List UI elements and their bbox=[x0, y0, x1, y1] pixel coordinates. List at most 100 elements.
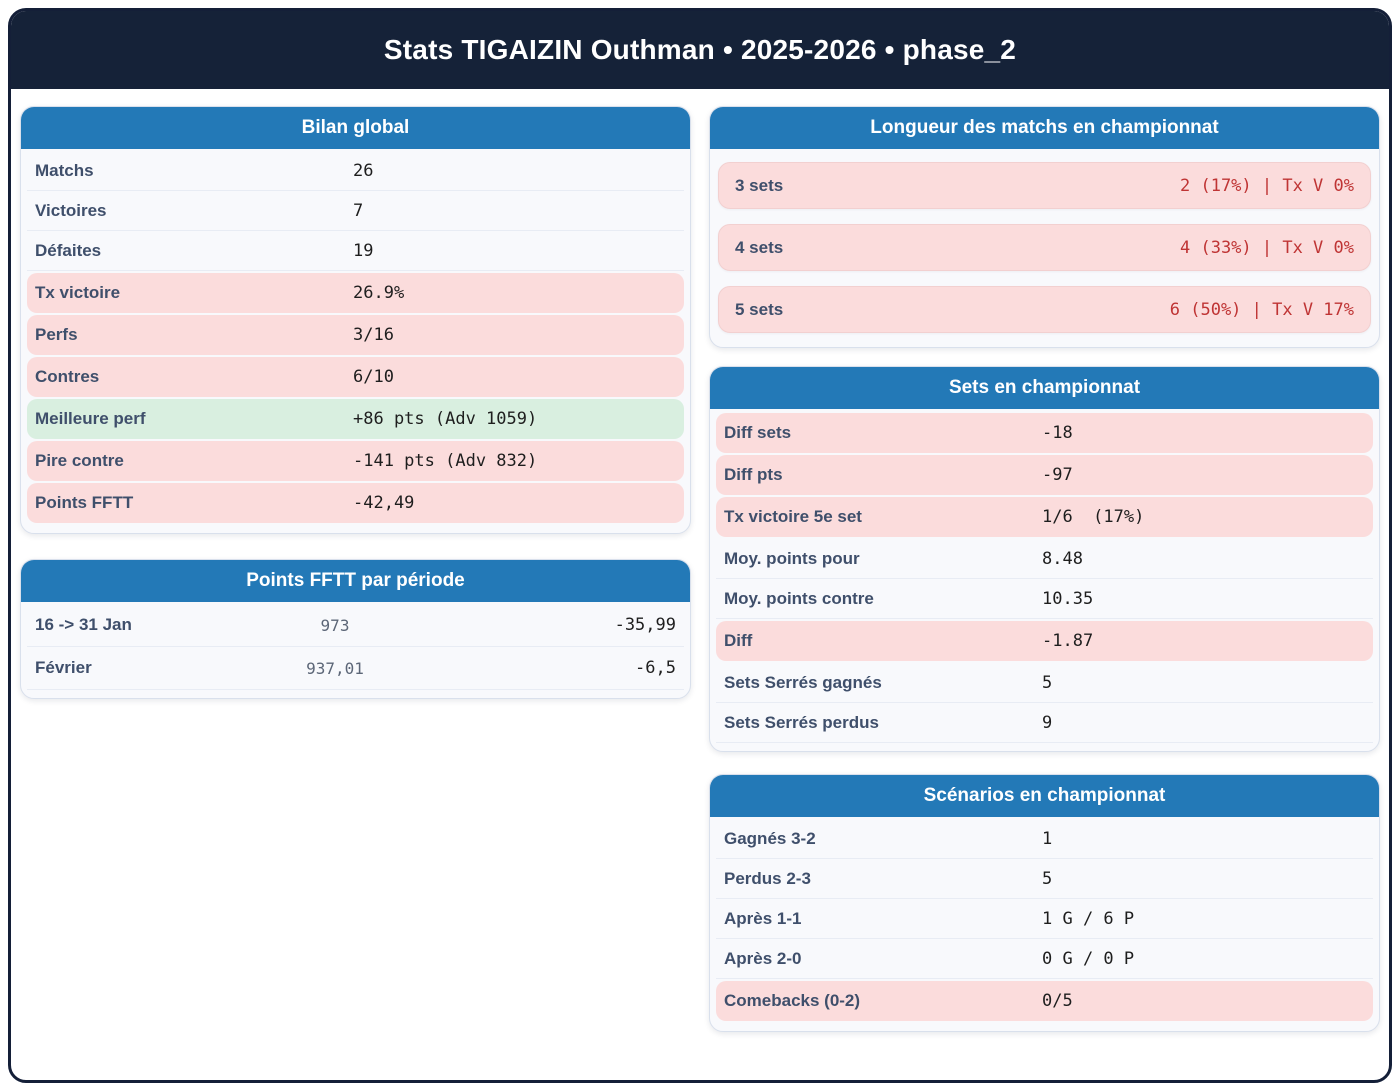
app-header: Stats TIGAIZIN Outhman • 2025-2026 • pha… bbox=[11, 11, 1389, 89]
stat-label: Perfs bbox=[35, 325, 78, 344]
pill-value: 6 (50%) | Tx V 17% bbox=[1169, 299, 1354, 320]
stat-value: 1/6 (17%) bbox=[1042, 507, 1145, 527]
stat-label: Après 2-0 bbox=[724, 948, 802, 968]
stat-label: Meilleure perf bbox=[35, 409, 146, 428]
stat-row-diff: Diff -1.87 bbox=[716, 621, 1373, 661]
stat-value: +86 pts (Adv 1059) bbox=[353, 409, 538, 429]
stat-row-sets-serres-perdus: Sets Serrés perdus 9 bbox=[716, 703, 1373, 743]
page-frame: Stats TIGAIZIN Outhman • 2025-2026 • pha… bbox=[8, 8, 1392, 1083]
period-points: 973 bbox=[320, 615, 350, 635]
content-grid: Bilan global Matchs 26 Victoires 7 Défai… bbox=[11, 89, 1389, 1032]
stat-value: 0 G / 0 P bbox=[1042, 948, 1135, 969]
stat-label: Tx victoire bbox=[35, 283, 121, 302]
stat-value: 26 bbox=[353, 160, 374, 181]
pill-value: 2 (17%) | Tx V 0% bbox=[1180, 175, 1354, 196]
card-body-periodes: 16 -> 31 Jan 973 -35,99 Février 937,01 -… bbox=[21, 602, 690, 698]
pill-row-5-sets: 5 sets 6 (50%) | Tx V 17% bbox=[718, 286, 1371, 333]
stat-row-victoires: Victoires 7 bbox=[27, 191, 684, 231]
right-column: Longueur des matchs en championnat 3 set… bbox=[709, 106, 1380, 1032]
stat-value: -141 pts (Adv 832) bbox=[353, 451, 538, 471]
stat-label: Moy. points contre bbox=[724, 588, 874, 608]
period-label: Février bbox=[35, 658, 92, 677]
stat-row-meilleure-perf: Meilleure perf +86 pts (Adv 1059) bbox=[27, 399, 684, 439]
stat-value: 10.35 bbox=[1042, 588, 1094, 609]
stat-value: 9 bbox=[1042, 712, 1053, 733]
stat-label: Matchs bbox=[35, 160, 94, 180]
stat-value: 7 bbox=[353, 200, 364, 221]
stat-value: 5 bbox=[1042, 672, 1053, 693]
stat-value: -97 bbox=[1042, 465, 1073, 485]
stat-row-tx-victoire: Tx victoire 26.9% bbox=[27, 273, 684, 313]
card-body-scenarios: Gagnés 3-2 1 Perdus 2-3 5 Après 1-1 1 G … bbox=[710, 817, 1379, 1031]
stat-value: 1 G / 6 P bbox=[1042, 908, 1135, 929]
stat-value: -1.87 bbox=[1042, 631, 1094, 651]
stat-value: -18 bbox=[1042, 423, 1073, 443]
stat-label: Diff sets bbox=[724, 423, 792, 442]
stat-label: Victoires bbox=[35, 200, 107, 220]
stat-value: -42,49 bbox=[353, 493, 415, 513]
stat-row-diff-pts: Diff pts -97 bbox=[716, 455, 1373, 495]
stat-row-diff-sets: Diff sets -18 bbox=[716, 413, 1373, 453]
stat-value: 19 bbox=[353, 240, 374, 261]
period-delta: -6,5 bbox=[635, 658, 676, 678]
stat-label: Après 1-1 bbox=[724, 908, 802, 928]
stat-row-points-fftt: Points FFTT -42,49 bbox=[27, 483, 684, 523]
stat-label: Perdus 2-3 bbox=[724, 868, 811, 888]
stat-row-apres-1-1: Après 1-1 1 G / 6 P bbox=[716, 899, 1373, 939]
stat-value: 6/10 bbox=[353, 367, 394, 387]
stat-value: 5 bbox=[1042, 868, 1053, 889]
left-column: Bilan global Matchs 26 Victoires 7 Défai… bbox=[20, 106, 691, 699]
period-delta: -35,99 bbox=[614, 615, 676, 635]
stat-value: 26.9% bbox=[353, 283, 405, 303]
stat-row-comebacks: Comebacks (0-2) 0/5 bbox=[716, 981, 1373, 1021]
card-title-sets: Sets en championnat bbox=[710, 367, 1379, 409]
period-row-fevrier: Février 937,01 -6,5 bbox=[27, 647, 684, 690]
stat-label: Diff bbox=[724, 631, 753, 650]
card-title-bilan: Bilan global bbox=[21, 107, 690, 149]
stat-label: Moy. points pour bbox=[724, 548, 860, 568]
pill-row-3-sets: 3 sets 2 (17%) | Tx V 0% bbox=[718, 162, 1371, 209]
stat-label: Diff pts bbox=[724, 465, 783, 484]
stat-label: Pire contre bbox=[35, 451, 124, 470]
period-points: 937,01 bbox=[306, 658, 364, 678]
period-label: 16 -> 31 Jan bbox=[35, 615, 132, 634]
pill-row-4-sets: 4 sets 4 (33%) | Tx V 0% bbox=[718, 224, 1371, 271]
pill-label: 4 sets bbox=[735, 237, 784, 257]
card-title-longueur: Longueur des matchs en championnat bbox=[710, 107, 1379, 149]
stat-value: 0/5 bbox=[1042, 991, 1073, 1011]
stat-row-tx-victoire-5e-set: Tx victoire 5e set 1/6 (17%) bbox=[716, 497, 1373, 537]
period-row-jan: 16 -> 31 Jan 973 -35,99 bbox=[27, 604, 684, 647]
card-sets-championnat: Sets en championnat Diff sets -18 Diff p… bbox=[709, 366, 1380, 752]
stat-label: Défaites bbox=[35, 240, 102, 260]
stat-row-contres: Contres 6/10 bbox=[27, 357, 684, 397]
stat-value: 8.48 bbox=[1042, 548, 1083, 569]
card-scenarios-championnat: Scénarios en championnat Gagnés 3-2 1 Pe… bbox=[709, 774, 1380, 1032]
card-body-longueur: 3 sets 2 (17%) | Tx V 0% 4 sets 4 (33%) … bbox=[710, 149, 1379, 347]
card-points-fftt-periode: Points FFTT par période 16 -> 31 Jan 973… bbox=[20, 559, 691, 699]
card-body-bilan: Matchs 26 Victoires 7 Défaites 19 Tx vic… bbox=[21, 149, 690, 533]
stat-row-sets-serres-gagnes: Sets Serrés gagnés 5 bbox=[716, 663, 1373, 703]
page-title: Stats TIGAIZIN Outhman • 2025-2026 • pha… bbox=[383, 34, 1017, 65]
stat-label: Comebacks (0-2) bbox=[724, 991, 861, 1010]
stat-row-pire-contre: Pire contre -141 pts (Adv 832) bbox=[27, 441, 684, 481]
pill-label: 3 sets bbox=[735, 175, 784, 195]
card-bilan-global: Bilan global Matchs 26 Victoires 7 Défai… bbox=[20, 106, 691, 534]
stat-row-perdus-2-3: Perdus 2-3 5 bbox=[716, 859, 1373, 899]
stat-row-apres-2-0: Après 2-0 0 G / 0 P bbox=[716, 939, 1373, 979]
stat-row-moy-points-pour: Moy. points pour 8.48 bbox=[716, 539, 1373, 579]
stat-row-defaites: Défaites 19 bbox=[27, 231, 684, 271]
card-longueur-matchs: Longueur des matchs en championnat 3 set… bbox=[709, 106, 1380, 348]
stat-row-gagnes-3-2: Gagnés 3-2 1 bbox=[716, 819, 1373, 859]
stat-label: Tx victoire 5e set bbox=[724, 507, 862, 526]
card-body-sets: Diff sets -18 Diff pts -97 Tx victoire 5… bbox=[710, 409, 1379, 751]
stat-label: Gagnés 3-2 bbox=[724, 828, 816, 848]
stat-value: 3/16 bbox=[353, 325, 394, 345]
stat-label: Points FFTT bbox=[35, 493, 134, 512]
stat-row-perfs: Perfs 3/16 bbox=[27, 315, 684, 355]
pill-value: 4 (33%) | Tx V 0% bbox=[1180, 237, 1354, 258]
card-title-periodes: Points FFTT par période bbox=[21, 560, 690, 602]
stat-label: Contres bbox=[35, 367, 100, 386]
stat-value: 1 bbox=[1042, 828, 1053, 849]
card-title-scenarios: Scénarios en championnat bbox=[710, 775, 1379, 817]
stat-row-moy-points-contre: Moy. points contre 10.35 bbox=[716, 579, 1373, 619]
